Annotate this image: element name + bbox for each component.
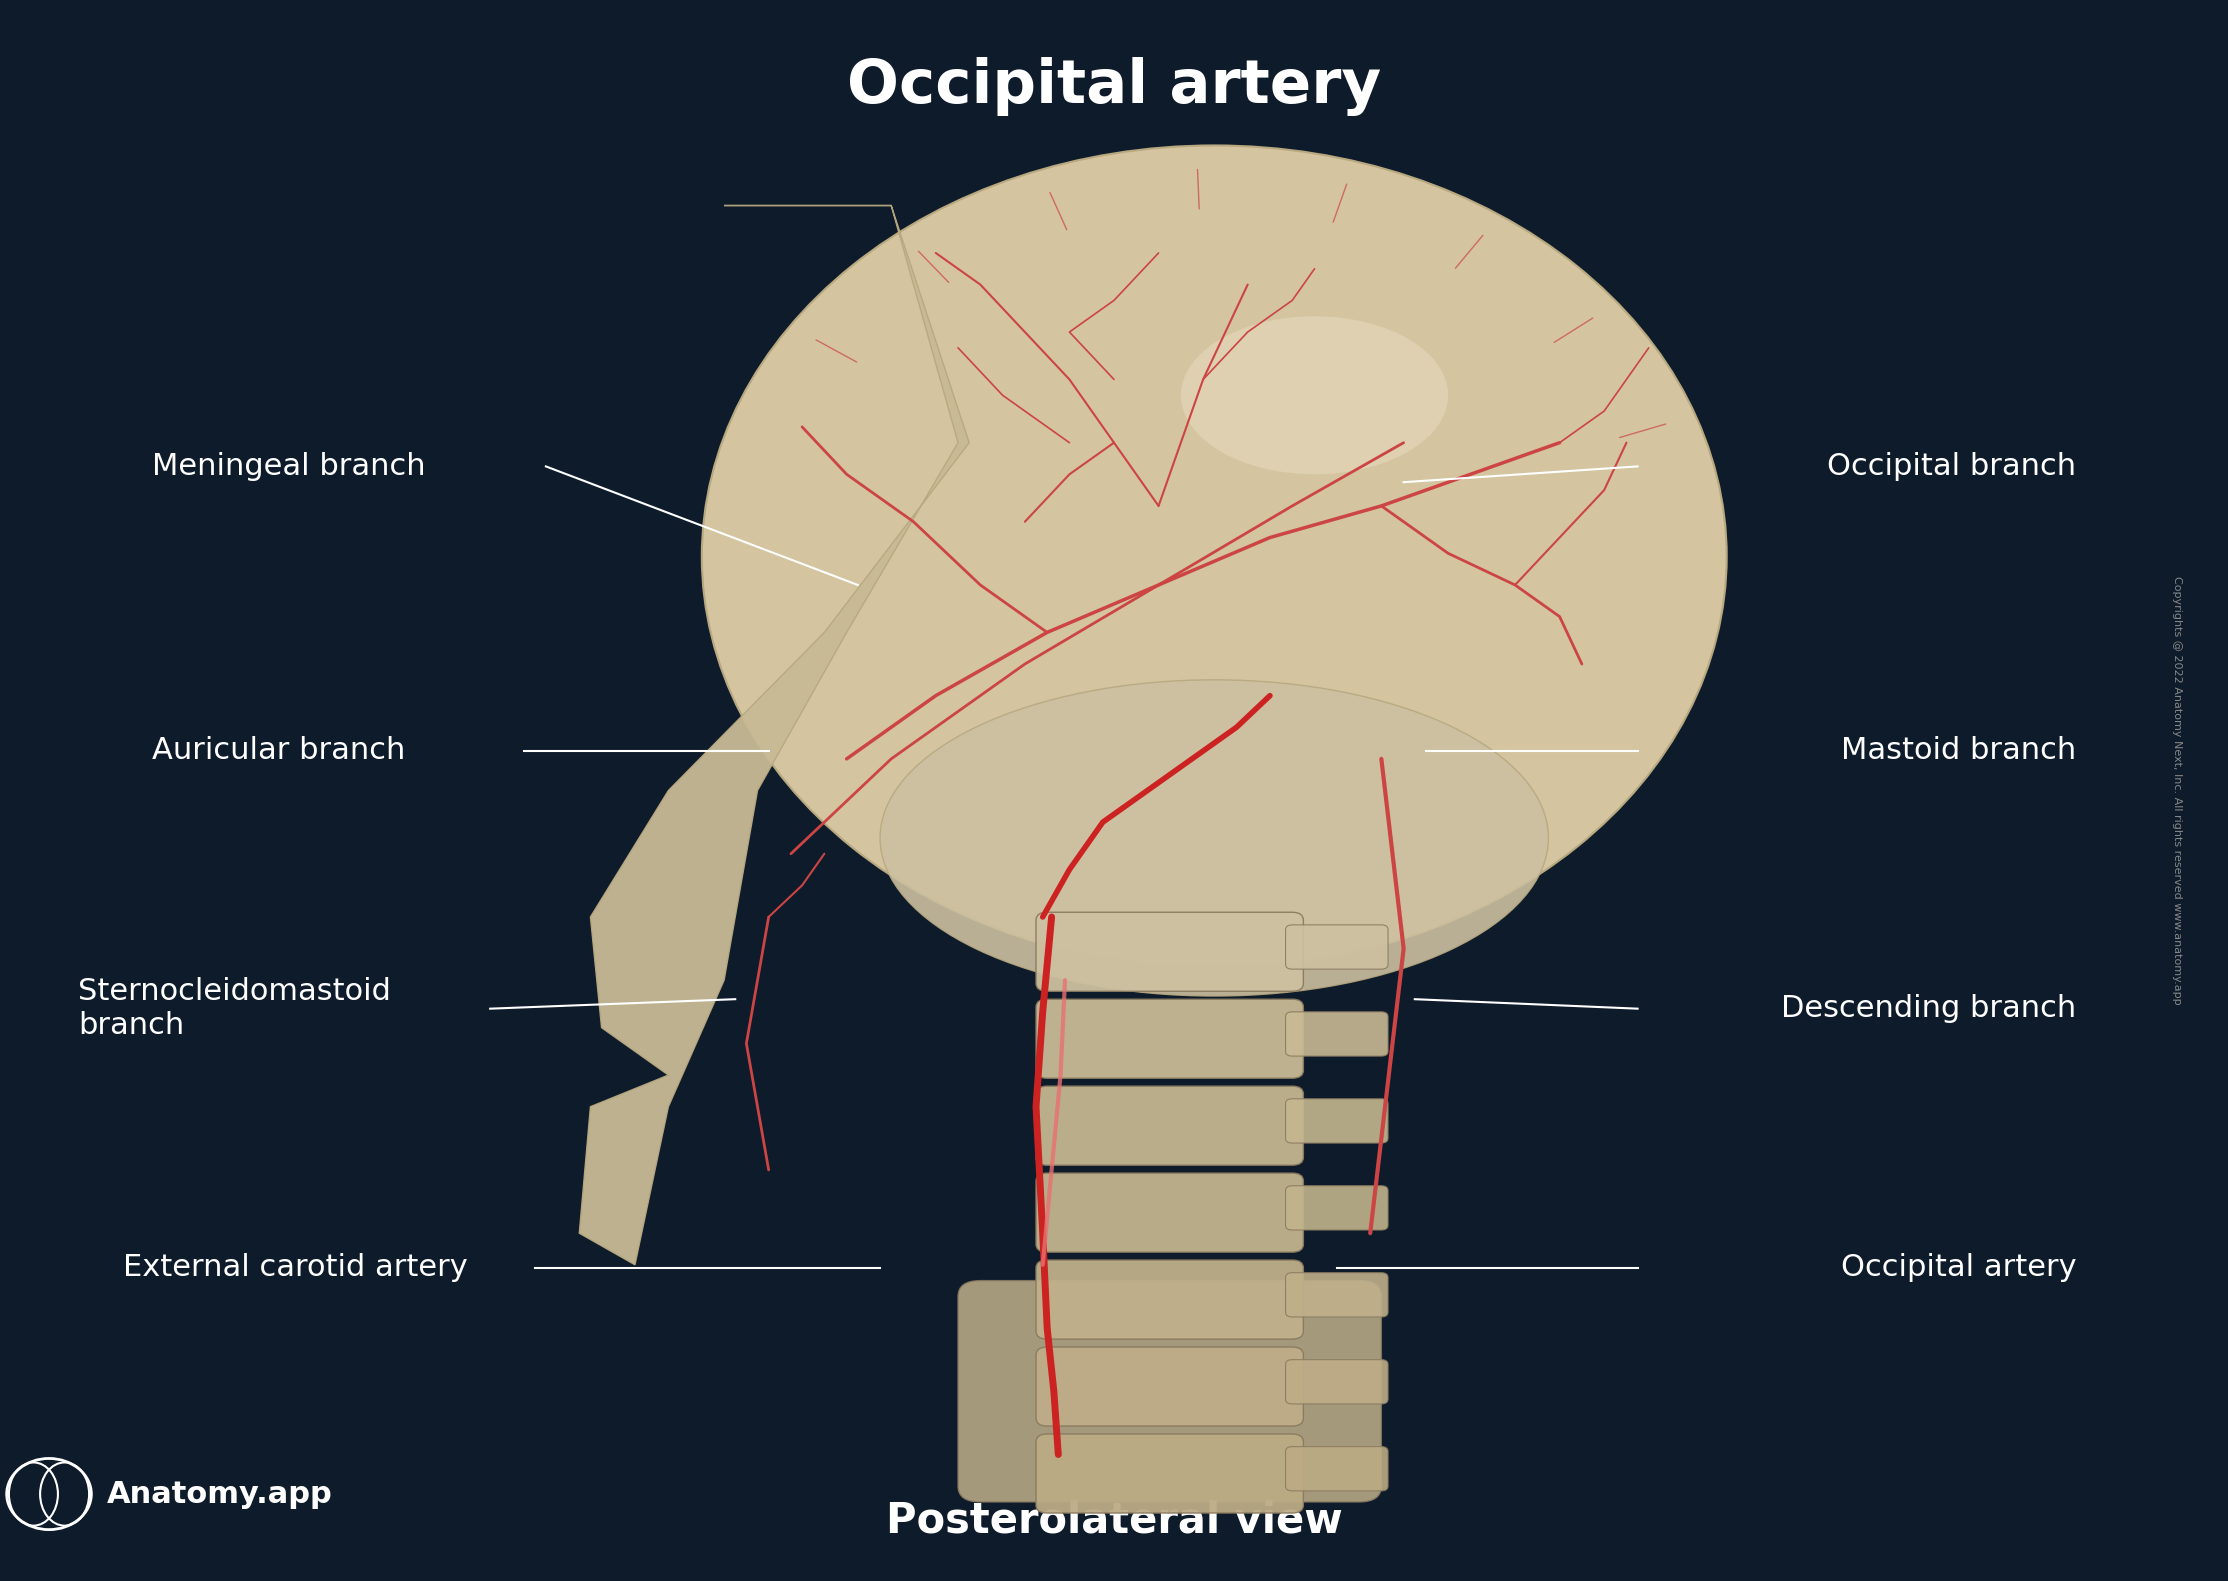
Text: Occipital artery: Occipital artery: [847, 57, 1381, 117]
FancyBboxPatch shape: [1036, 1347, 1303, 1426]
Text: Descending branch: Descending branch: [1780, 994, 2076, 1023]
Text: Sternocleidomastoid
branch: Sternocleidomastoid branch: [78, 977, 390, 1040]
FancyBboxPatch shape: [1036, 999, 1303, 1078]
FancyBboxPatch shape: [1036, 912, 1303, 991]
Text: Occipital branch: Occipital branch: [1827, 452, 2076, 481]
Text: Meningeal branch: Meningeal branch: [152, 452, 426, 481]
Ellipse shape: [1181, 316, 1448, 474]
FancyBboxPatch shape: [1286, 1012, 1388, 1056]
Text: Copyrights @ 2022 Anatomy Next, Inc. All rights reserved www.anatomy.app: Copyrights @ 2022 Anatomy Next, Inc. All…: [2172, 575, 2181, 1006]
Text: Auricular branch: Auricular branch: [152, 737, 405, 765]
Text: Posterolateral view: Posterolateral view: [885, 1500, 1343, 1541]
FancyBboxPatch shape: [1286, 1273, 1388, 1317]
FancyBboxPatch shape: [958, 1281, 1381, 1502]
FancyBboxPatch shape: [1036, 1260, 1303, 1339]
Ellipse shape: [880, 680, 1548, 996]
FancyBboxPatch shape: [1036, 1173, 1303, 1252]
FancyBboxPatch shape: [1286, 925, 1388, 969]
Ellipse shape: [702, 145, 1727, 968]
FancyBboxPatch shape: [1286, 1186, 1388, 1230]
Text: Anatomy.app: Anatomy.app: [107, 1480, 332, 1508]
FancyBboxPatch shape: [1036, 1434, 1303, 1513]
FancyBboxPatch shape: [1286, 1360, 1388, 1404]
Text: External carotid artery: External carotid artery: [123, 1254, 468, 1282]
FancyBboxPatch shape: [1036, 1086, 1303, 1165]
Polygon shape: [579, 206, 969, 1265]
FancyBboxPatch shape: [1286, 1099, 1388, 1143]
Text: Occipital artery: Occipital artery: [1840, 1254, 2076, 1282]
Text: Mastoid branch: Mastoid branch: [1840, 737, 2076, 765]
FancyBboxPatch shape: [1286, 1447, 1388, 1491]
